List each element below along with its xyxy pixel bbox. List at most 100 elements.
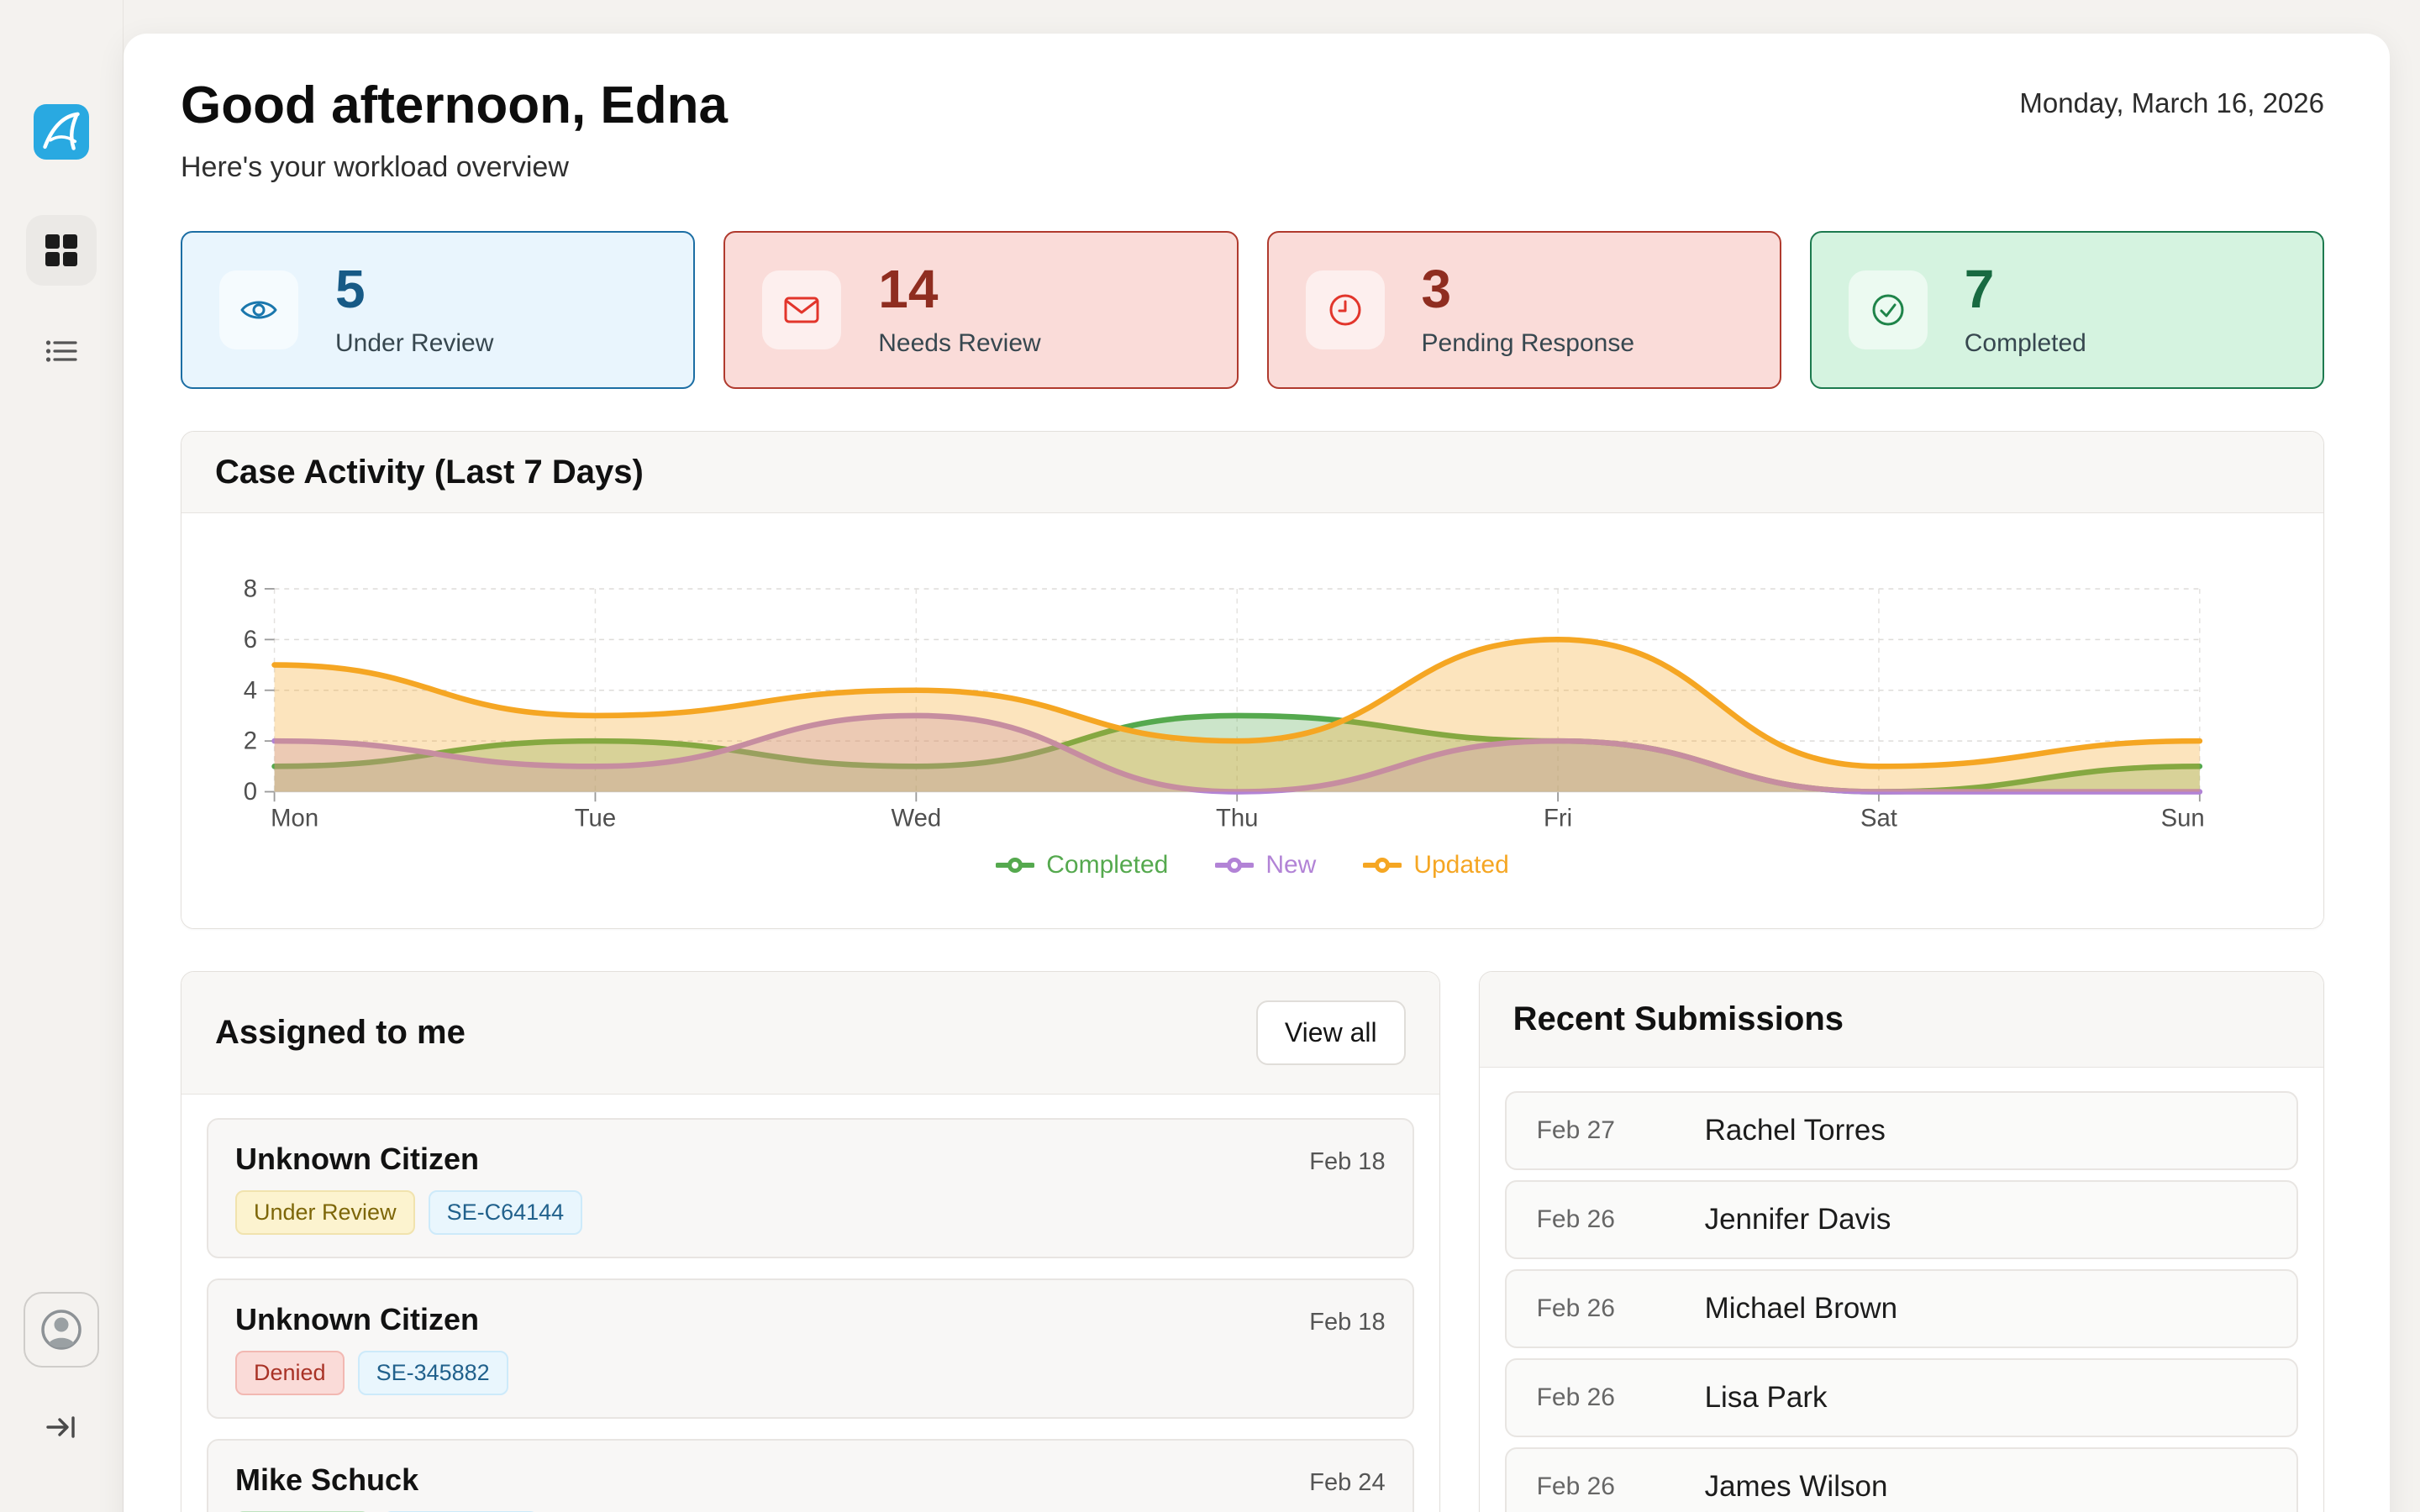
case-name: Unknown Citizen [235,1301,479,1336]
legend-item-completed[interactable]: Completed [996,851,1168,879]
recent-title: Recent Submissions [1512,1000,1844,1037]
stat-text: 7 Completed [1965,262,2086,358]
stat-text: 3 Pending Response [1422,262,1635,358]
main-area: Good afternoon, Edna Here's your workloa… [124,0,2420,1512]
chart-panel-header: Case Activity (Last 7 Days) [182,432,2323,514]
mail-icon [762,270,842,350]
page-subtitle: Here's your workload overview [181,151,569,184]
legend-item-updated[interactable]: Updated [1363,850,1509,879]
stat-value: 7 [1964,259,1995,320]
greeting-block: Good afternoon, Edna Here's your workloa… [181,76,728,184]
chart-line-new [271,712,2203,795]
case-id-badge: SE-345882 [357,1350,508,1395]
legend-label: Updated [1413,850,1509,879]
badge-row: Denied SE-345882 [235,1350,1386,1395]
sidebar-logout-button[interactable] [45,1413,78,1441]
submission-date: Feb 27 [1536,1116,1615,1144]
y-axis-label: 8 [244,575,257,603]
submission-name: Lisa Park [1704,1380,1828,1414]
x-axis-label: Mon [271,805,318,829]
stat-value: 3 [1421,259,1452,320]
stat-card-pending-response[interactable]: 3 Pending Response [1266,231,1781,390]
submission-date: Feb 26 [1536,1205,1615,1233]
chart-body: Mon Tue Wed Thu Fri Sat Sun 0 2 4 6 8 Completed [182,513,2323,928]
stat-text: 14 Needs Review [878,262,1040,358]
case-item-top: Unknown Citizen Feb 18 [235,1142,1386,1177]
y-axis-label: 2 [244,727,257,755]
assigned-panel: Assigned to me View all Unknown Citizen … [181,970,1440,1512]
chart-area-updated [274,639,2200,792]
case-date: Feb 18 [1309,1308,1386,1336]
chart-legend: Completed New [207,851,2298,879]
stat-card-under-review[interactable]: 5 Under Review [181,231,696,390]
submission-name: Rachel Torres [1704,1113,1886,1147]
case-activity-chart: Mon Tue Wed Thu Fri Sat Sun 0 2 4 6 8 [244,575,2205,829]
submission-row[interactable]: Feb 26 Michael Brown [1504,1268,2298,1348]
chart-title: Case Activity (Last 7 Days) [215,453,644,491]
submission-name: Jennifer Davis [1704,1202,1891,1236]
submission-date: Feb 26 [1536,1472,1615,1500]
case-date: Feb 18 [1309,1147,1386,1175]
stat-text: 5 Under Review [335,262,493,358]
badge-row: Approved SE-B1A075 [235,1510,1386,1512]
case-list-item[interactable]: Unknown Citizen Feb 18 Denied SE-345882 [207,1278,1414,1419]
legend-marker-icon [1215,857,1255,873]
assigned-title: Assigned to me [215,1013,466,1051]
submission-date: Feb 26 [1536,1383,1615,1411]
legend-label: New [1265,850,1317,879]
case-list-item[interactable]: Unknown Citizen Feb 18 Under Review SE-C… [207,1117,1414,1258]
submission-row[interactable]: Feb 26 Lisa Park [1504,1357,2298,1437]
sidebar [0,0,124,1512]
user-avatar[interactable] [24,1292,99,1368]
recent-panel-header: Recent Submissions [1479,971,2323,1068]
submission-date: Feb 26 [1536,1294,1615,1322]
stat-label: Pending Response [1421,329,1635,358]
chart-area-new [274,716,2200,792]
bottom-row: Assigned to me View all Unknown Citizen … [181,970,2324,1512]
eye-icon [219,270,298,350]
app-logo [34,104,89,160]
y-axis-label: 0 [244,778,257,806]
x-axis-label: Sun [2161,805,2205,829]
clock-icon [1305,270,1385,350]
x-axis-label: Sat [1860,805,1897,829]
stat-card-completed[interactable]: 7 Completed [1809,231,2324,390]
case-date: Feb 24 [1309,1468,1386,1496]
status-badge: Denied [235,1350,345,1395]
current-date: Monday, March 16, 2026 [2019,87,2324,118]
case-activity-panel: Case Activity (Last 7 Days) Mon Tue Wed Thu… [181,431,2324,929]
user-avatar-icon [41,1310,82,1350]
stats-row: 5 Under Review 14 Needs Review [181,231,2324,390]
legend-item-new[interactable]: New [1215,851,1316,879]
submission-row[interactable]: Feb 26 Jennifer Davis [1504,1179,2298,1259]
sidebar-item-case-list[interactable] [26,316,97,386]
recent-list: Feb 27 Rachel Torres Feb 26 Jennifer Dav… [1480,1068,2323,1512]
view-all-button[interactable]: View all [1255,1000,1406,1065]
case-item-top: Mike Schuck Feb 24 [235,1462,1386,1498]
sidebar-item-dashboard[interactable] [26,215,97,286]
legend-marker-icon [1363,857,1402,873]
stat-label: Completed [1964,329,2086,358]
submission-row[interactable]: Feb 26 James Wilson [1504,1446,2298,1512]
status-badge: Under Review [235,1189,415,1235]
case-list-item[interactable]: Mike Schuck Feb 24 Approved SE-B1A075 [207,1438,1414,1512]
stat-value: 5 [335,259,366,320]
x-axis-label: Thu [1216,805,1258,829]
assigned-panel-header: Assigned to me View all [182,971,1439,1095]
submission-name: James Wilson [1704,1469,1888,1503]
legend-marker-icon [996,857,1035,873]
page-title: Good afternoon, Edna [181,76,728,134]
legend-label: Completed [1046,850,1169,879]
y-axis-label: 6 [244,626,257,654]
case-item-top: Unknown Citizen Feb 18 [235,1302,1386,1337]
page-header: Good afternoon, Edna Here's your workloa… [181,76,2324,184]
stat-card-needs-review[interactable]: 14 Needs Review [723,231,1239,390]
check-circle-icon [1848,270,1928,350]
badge-row: Under Review SE-C64144 [235,1189,1386,1235]
chart-line-updated [271,637,2203,769]
x-axis-label: Wed [891,805,941,829]
stat-value: 14 [878,259,939,320]
submission-row[interactable]: Feb 27 Rachel Torres [1504,1090,2298,1170]
submission-name: Michael Brown [1704,1291,1898,1325]
